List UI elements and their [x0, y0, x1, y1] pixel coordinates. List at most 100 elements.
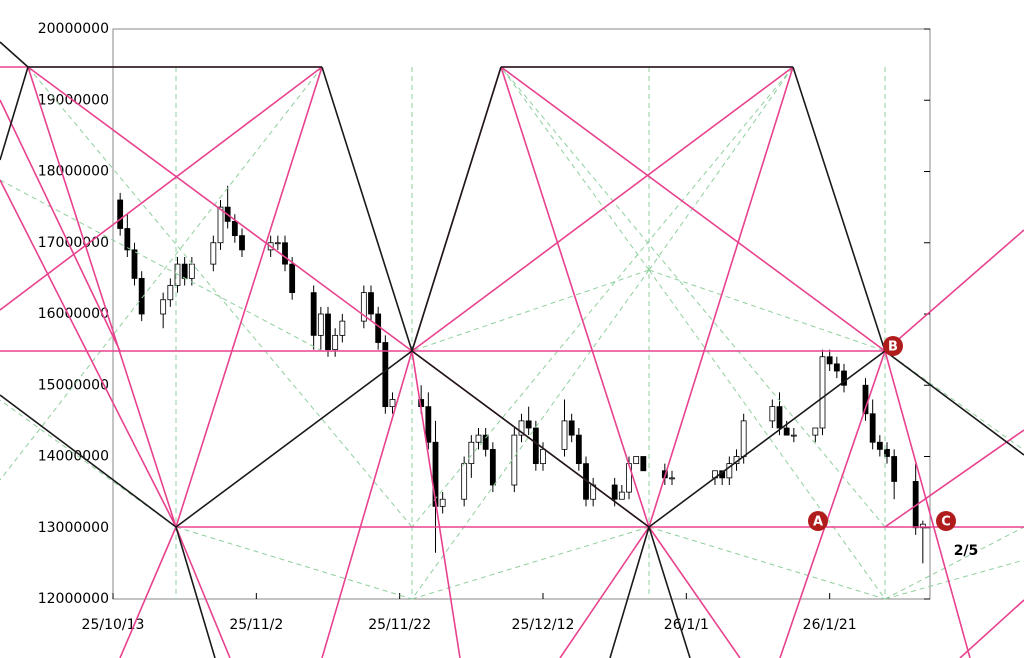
candle-body [633, 456, 640, 465]
x-tick-label: 26/1/1 [664, 617, 709, 633]
candle-body [790, 434, 797, 437]
candle [575, 428, 582, 471]
candle [425, 392, 432, 450]
candle-body [640, 456, 647, 472]
candle-body [518, 420, 525, 436]
candle-body [310, 292, 317, 336]
candle [726, 456, 733, 485]
candle-body [461, 463, 468, 500]
y-tick-label: 18000000 [38, 164, 109, 180]
candle-body [511, 434, 518, 486]
candle [669, 470, 675, 485]
candle-body [769, 406, 776, 422]
x-tick-label: 25/11/22 [368, 617, 431, 633]
y-tick-label: 12000000 [38, 591, 109, 607]
candle-body [575, 434, 582, 465]
candle-body [489, 448, 496, 486]
candle-body [138, 277, 145, 315]
candle [561, 399, 568, 457]
marker-b [883, 336, 903, 356]
candle [568, 413, 575, 443]
x-tick-label: 25/12/12 [512, 617, 575, 633]
candle [217, 200, 224, 250]
candle [525, 406, 532, 436]
candle-body [274, 242, 281, 245]
candle-body [131, 249, 138, 279]
candle [489, 442, 496, 493]
y-tick-label: 16000000 [38, 306, 109, 322]
candle-body [188, 263, 195, 279]
annotation: A [813, 515, 823, 530]
candle-body [740, 420, 747, 457]
candle-body [532, 427, 539, 465]
axes-and-candles: 12000000 13000000 14000000 15000000 16000000… [38, 21, 930, 633]
annotation: 2/5 [954, 543, 979, 559]
candle-body [124, 228, 131, 251]
candle-body [568, 420, 575, 436]
candle-body [425, 406, 432, 443]
candle [167, 278, 174, 307]
candle [468, 435, 475, 478]
marker-a [808, 511, 828, 531]
candle [382, 335, 389, 414]
candle [389, 392, 396, 414]
candle-body [783, 427, 790, 436]
candle-body [669, 477, 675, 480]
candle-body [282, 242, 288, 265]
annotation-markers: A B C 2/5 [808, 336, 978, 559]
candle [124, 214, 131, 257]
candle-body [231, 220, 238, 237]
candle [274, 235, 281, 250]
candle [891, 449, 898, 500]
candle [540, 442, 546, 471]
candle-body [332, 334, 339, 351]
candle-body [869, 413, 876, 443]
candle [812, 427, 819, 443]
candle-body [468, 441, 475, 465]
candle-body [117, 199, 124, 229]
candle-body [239, 235, 245, 251]
candle-body [561, 420, 568, 450]
plot-frame [112, 28, 931, 600]
y-tick-label: 14000000 [38, 449, 109, 465]
candle-body [876, 441, 883, 450]
candle-body [726, 463, 733, 479]
candle-body [160, 299, 167, 315]
candle-body [382, 342, 389, 408]
candle [239, 228, 245, 257]
candle [633, 456, 640, 465]
candle-body [217, 206, 224, 244]
candle-body [317, 313, 324, 336]
x-tick-label: 26/1/21 [803, 617, 857, 633]
candle [439, 492, 446, 514]
candle [819, 349, 826, 436]
candle [869, 399, 876, 450]
candle [618, 485, 625, 500]
x-tick-label: 25/11/2 [229, 617, 283, 633]
candle [325, 306, 331, 357]
candle [210, 235, 217, 272]
candle-body [891, 456, 898, 482]
candle-body [776, 406, 783, 429]
candle [360, 285, 367, 329]
candle [783, 420, 790, 436]
y-tick-label: 17000000 [38, 235, 109, 251]
candle [482, 428, 489, 457]
candle-body [611, 484, 618, 500]
annotation: B [888, 340, 898, 355]
candle [368, 285, 374, 322]
candle [117, 192, 124, 236]
candle [339, 314, 346, 343]
candle [776, 392, 783, 436]
candle [511, 428, 518, 493]
candle [310, 285, 317, 350]
candle [884, 442, 890, 464]
candle-body [167, 285, 174, 301]
candle-body [540, 448, 546, 465]
candle [518, 413, 525, 443]
candle-body [475, 434, 482, 443]
candle-body [884, 448, 890, 457]
candle-body [368, 292, 374, 315]
annotation: C [941, 515, 951, 530]
